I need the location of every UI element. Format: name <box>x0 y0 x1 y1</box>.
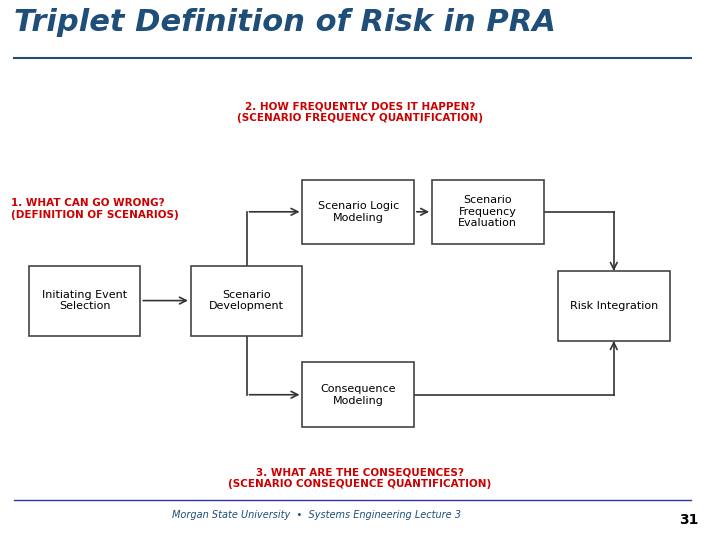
FancyBboxPatch shape <box>191 266 302 335</box>
Text: Initiating Event
Selection: Initiating Event Selection <box>42 290 127 312</box>
FancyBboxPatch shape <box>432 179 544 244</box>
FancyBboxPatch shape <box>558 271 670 341</box>
Text: Consequence
Modeling: Consequence Modeling <box>320 384 396 406</box>
Text: Scenario Logic
Modeling: Scenario Logic Modeling <box>318 201 399 222</box>
Text: Scenario
Development: Scenario Development <box>209 290 284 312</box>
Text: Scenario
Frequency
Evaluation: Scenario Frequency Evaluation <box>459 195 517 228</box>
FancyBboxPatch shape <box>302 179 414 244</box>
Text: Risk Integration: Risk Integration <box>570 301 658 311</box>
FancyBboxPatch shape <box>302 362 414 427</box>
FancyBboxPatch shape <box>29 266 140 335</box>
Text: 1. WHAT CAN GO WRONG?
(DEFINITION OF SCENARIOS): 1. WHAT CAN GO WRONG? (DEFINITION OF SCE… <box>11 198 179 220</box>
Text: 2. HOW FREQUENTLY DOES IT HAPPEN?
(SCENARIO FREQUENCY QUANTIFICATION): 2. HOW FREQUENTLY DOES IT HAPPEN? (SCENA… <box>237 102 483 123</box>
Text: Triplet Definition of Risk in PRA: Triplet Definition of Risk in PRA <box>14 8 557 37</box>
Text: 3. WHAT ARE THE CONSEQUENCES?
(SCENARIO CONSEQUENCE QUANTIFICATION): 3. WHAT ARE THE CONSEQUENCES? (SCENARIO … <box>228 467 492 489</box>
Text: 31: 31 <box>679 512 698 526</box>
Text: Morgan State University  •  Systems Engineering Lecture 3: Morgan State University • Systems Engine… <box>172 510 462 519</box>
